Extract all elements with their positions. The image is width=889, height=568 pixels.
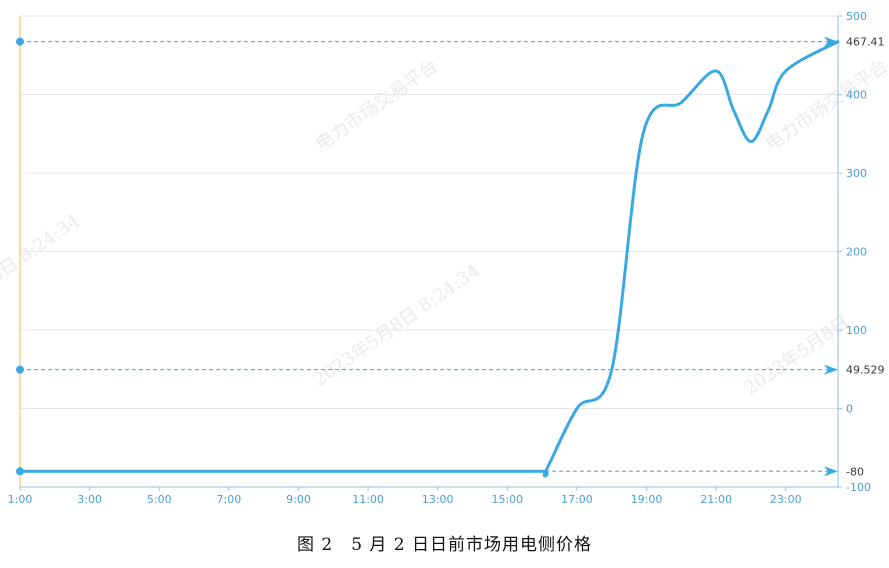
price-series-line <box>18 40 840 478</box>
y-tick-label: 0 <box>846 403 853 416</box>
x-tick-label: 19:00 <box>631 493 663 505</box>
watermark-text: 电力市场交易平台 <box>312 56 442 156</box>
price-line-chart: 电力市场交易平台 2023年5月8日 8:24:34 2023年5月8日 电力市场交易… <box>0 10 889 505</box>
watermark-text: 2023年5月8日 <box>741 312 854 400</box>
reference-label: 49.529 <box>846 364 885 377</box>
x-tick-label: 21:00 <box>700 493 732 505</box>
x-tick-label: 3:00 <box>77 493 102 505</box>
reference-label: -80 <box>846 465 864 478</box>
x-tick-label: 5:00 <box>147 493 172 505</box>
x-tick-label: 1:00 <box>8 493 33 505</box>
x-tick-layer: 1:00 3:00 5:00 7:00 9:00 11:00 13:00 15:00 17:00… <box>8 487 802 505</box>
y-tick-label: 500 <box>846 10 867 23</box>
y-tick-label: 400 <box>846 89 867 102</box>
reference-label: 467.41 <box>846 36 885 49</box>
x-tick-label: 15:00 <box>491 493 523 505</box>
reference-arrow <box>824 36 838 47</box>
y-tick-label: 100 <box>846 324 867 337</box>
figure-caption: 图 2 5 月 2 日日前市场用电侧价格 <box>296 535 593 555</box>
reference-dot <box>16 365 24 374</box>
y-tick-label: 200 <box>846 246 867 259</box>
watermark-layer: 电力市场交易平台 2023年5月8日 8:24:34 2023年5月8日 电力市场交易… <box>0 56 889 400</box>
x-tick-label: 7:00 <box>216 493 241 505</box>
x-tick-label: 13:00 <box>422 493 454 505</box>
reference-arrow <box>824 466 838 477</box>
watermark-text: 电力市场交易平台 <box>762 56 889 156</box>
y-tick-label: 300 <box>846 167 867 180</box>
y-tick-label: -100 <box>846 481 871 494</box>
reference-dot <box>16 37 24 46</box>
grid-layer <box>20 15 838 488</box>
y-tick-layer: 500 400 300 200 100 0 -100 <box>838 10 871 494</box>
x-tick-label: 17:00 <box>561 493 593 505</box>
x-tick-label: 23:00 <box>770 493 802 505</box>
x-tick-label: 9:00 <box>286 493 311 505</box>
reference-line-layer: 467.41 49.529 -80 <box>16 36 885 478</box>
reference-arrow <box>824 364 838 375</box>
series-layer <box>18 40 840 478</box>
watermark-text: 2023年5月8日 8:24:34 <box>310 260 484 391</box>
watermark-text: 2023年5月8日 8:24:34 <box>0 210 84 341</box>
x-tick-label: 11:00 <box>352 493 384 505</box>
